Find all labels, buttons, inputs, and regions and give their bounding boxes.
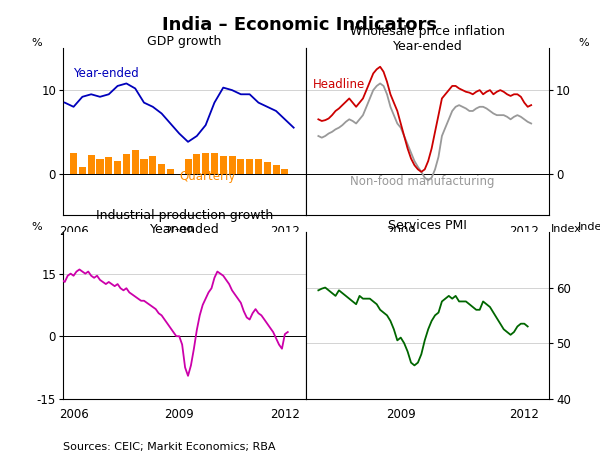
Bar [70,153,77,173]
Text: %: % [31,222,42,232]
Bar [176,173,183,174]
Text: Index: Index [578,222,600,232]
Bar [158,164,165,173]
Text: Quarterly: Quarterly [179,170,236,183]
Text: Sources: CEIC; Markit Economics; RBA: Sources: CEIC; Markit Economics; RBA [63,442,275,452]
Text: %: % [578,38,589,48]
Bar [202,153,209,173]
Bar [272,165,280,173]
Text: Year-ended: Year-ended [73,67,139,80]
Bar [167,169,174,173]
Bar [264,162,271,173]
Bar [255,159,262,173]
Bar [97,159,104,173]
Bar [229,156,236,173]
Text: Wholesale price inflation: Wholesale price inflation [350,25,505,38]
Bar [246,160,253,173]
Bar [193,154,200,173]
Bar [140,159,148,173]
Bar [88,155,95,173]
Text: Year-ended: Year-ended [149,223,220,236]
Text: Headline: Headline [313,78,365,91]
Bar [185,159,191,173]
Bar [281,169,289,173]
Text: %: % [31,38,42,48]
Text: India – Economic Indicators: India – Economic Indicators [163,16,437,34]
Text: Non-food manufacturing: Non-food manufacturing [350,175,494,188]
Bar [105,157,112,173]
Bar [220,156,227,173]
Text: Services PMI: Services PMI [388,219,467,232]
Text: Index: Index [551,224,581,234]
Text: Industrial production growth: Industrial production growth [96,209,273,222]
Text: GDP growth: GDP growth [148,35,221,48]
Bar [123,154,130,173]
Bar [131,150,139,173]
Bar [79,167,86,173]
Bar [149,156,157,173]
Text: Year-ended: Year-ended [392,40,463,53]
Bar [211,153,218,173]
Bar [114,161,121,173]
Bar [238,159,244,173]
